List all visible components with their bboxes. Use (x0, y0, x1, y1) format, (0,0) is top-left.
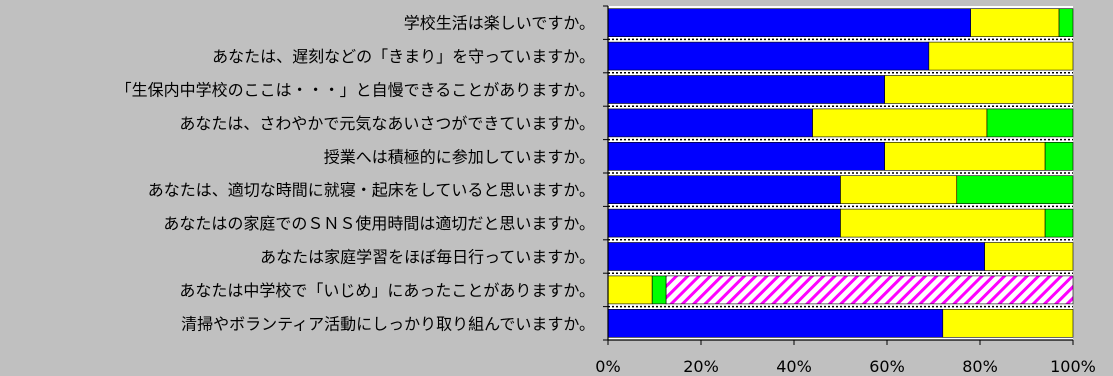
category-label: あなたは、遅刻などの「きまり」を守っていますか。 (212, 47, 595, 66)
x-tick-label: 20% (683, 357, 719, 376)
bar-segments (607, 8, 1074, 338)
bar-segment (607, 275, 653, 305)
bar-segment (1044, 142, 1074, 171)
bar-segment (970, 8, 1060, 37)
bar-segment (607, 175, 841, 204)
x-tick-label: 0% (595, 357, 620, 376)
bar-segment (665, 275, 1074, 305)
bar-segment (884, 142, 1046, 171)
category-label: 授業へは積極的に参加していますか。 (324, 147, 595, 166)
separator-lines (608, 38, 1073, 308)
bar-segment (1058, 8, 1074, 37)
bar-segment (607, 308, 944, 338)
x-tick-label: 40% (776, 357, 812, 376)
category-label: あなたは家庭学習をほぼ毎日行っていますか。 (260, 248, 595, 267)
bar-segment (840, 208, 1046, 238)
category-label: あなたは、適切な時間に就寝・起床をしていると思いますか。 (148, 181, 595, 200)
category-label: 「生保内中学校のここは・・・」と自慢できることがありますか。 (116, 81, 595, 100)
bar-segment (607, 242, 985, 271)
bar-segment (986, 108, 1074, 138)
axes: 0% 20% 40% 60% 80% 100% (595, 5, 1096, 376)
bar-segment (956, 175, 1074, 204)
x-tick-label: 60% (869, 357, 905, 376)
bar-segment (1044, 208, 1074, 238)
category-labels: 学校生活は楽しいですか。あなたは、遅刻などの「きまり」を守っていますか。「生保内… (116, 14, 595, 334)
category-label: あなたは中学校で「いじめ」にあったことがありますか。 (179, 281, 595, 300)
bar-segment (984, 242, 1074, 271)
category-label: あなたは、さわやかで元気なあいさつができていますか。 (179, 114, 595, 133)
bar-segment (840, 175, 958, 204)
category-label: 学校生活は楽しいですか。 (404, 14, 595, 33)
bar-segment (607, 108, 813, 138)
bar-segment (607, 142, 885, 171)
x-tick-label: 80% (962, 357, 998, 376)
x-tick-label: 100% (1050, 357, 1096, 376)
bar-segment (607, 8, 972, 37)
bar-segment (651, 275, 667, 305)
bar-segment (884, 75, 1074, 104)
bar-segment (928, 41, 1074, 71)
category-label: 清掃やボランティア活動にしっかり取り組んでいますか。 (181, 314, 595, 333)
bar-segment (942, 308, 1074, 338)
bar-segment (812, 108, 988, 138)
category-label: あなたはの家庭でのＳＮＳ使用時間は適切だと思いますか。 (163, 214, 595, 233)
bar-segment (607, 41, 930, 71)
bar-segment (607, 208, 841, 238)
bar-segment (607, 75, 885, 104)
